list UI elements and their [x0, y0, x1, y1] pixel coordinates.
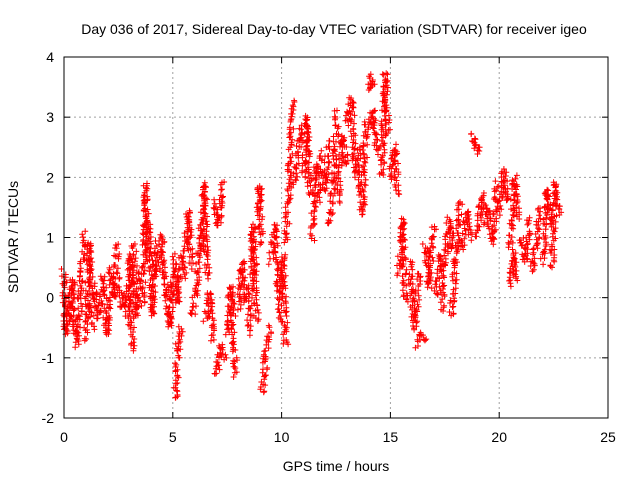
y-tick-label: 3 [46, 109, 54, 125]
x-tick-label: 15 [383, 429, 399, 445]
y-tick-label: -1 [42, 350, 55, 366]
chart-title: Day 036 of 2017, Sidereal Day-to-day VTE… [81, 21, 587, 37]
y-tick-label: 2 [46, 169, 54, 185]
x-tick-label: 25 [600, 429, 616, 445]
x-tick-label: 5 [169, 429, 177, 445]
tick-labels: 0 5 10 15 20 25 -2 -1 0 1 2 3 4 [42, 49, 616, 445]
y-tick-label: -2 [42, 410, 55, 426]
x-axis-title: GPS time / hours [283, 458, 390, 474]
x-tick-label: 10 [274, 429, 290, 445]
x-tick-label: 0 [60, 429, 68, 445]
axis-ticks [63, 56, 609, 419]
y-tick-label: 4 [46, 49, 54, 65]
data-points [58, 70, 565, 401]
sdtvar-series-markers [58, 70, 565, 401]
x-tick-label: 20 [491, 429, 507, 445]
y-tick-label: 0 [46, 290, 54, 306]
y-axis-title: SDTVAR / TECUs [5, 181, 21, 293]
y-tick-label: 1 [46, 230, 54, 246]
